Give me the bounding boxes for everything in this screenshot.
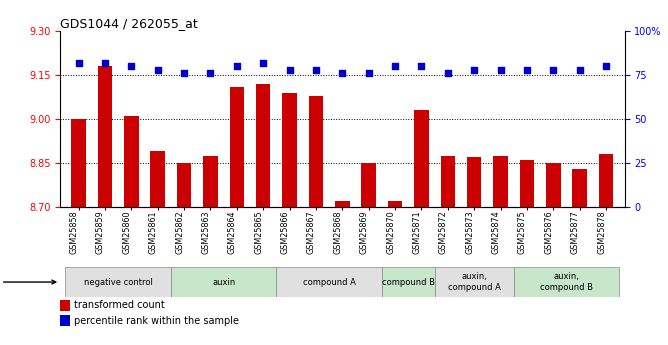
Point: [416, 63, 427, 69]
Bar: [388, 201, 402, 207]
Text: GSM25877: GSM25877: [570, 210, 580, 254]
Text: GSM25878: GSM25878: [597, 210, 606, 254]
Point: [258, 60, 269, 66]
Bar: [171, 267, 277, 297]
Text: negative control: negative control: [84, 277, 152, 287]
Text: GSM25875: GSM25875: [518, 210, 527, 254]
Point: [548, 67, 558, 72]
Bar: [572, 169, 587, 207]
Point: [311, 67, 321, 72]
Text: GSM25874: GSM25874: [492, 210, 500, 254]
Point: [337, 70, 348, 76]
Bar: [382, 267, 435, 297]
Point: [179, 70, 190, 76]
Text: GSM25873: GSM25873: [465, 210, 474, 254]
Text: GSM25870: GSM25870: [386, 210, 395, 254]
Text: GSM25867: GSM25867: [307, 210, 316, 254]
Point: [469, 67, 480, 72]
Text: percentile rank within the sample: percentile rank within the sample: [74, 316, 239, 326]
Point: [152, 67, 163, 72]
Point: [601, 63, 611, 69]
Point: [73, 60, 84, 66]
Point: [389, 63, 400, 69]
Text: GSM25868: GSM25868: [333, 210, 343, 254]
Bar: [71, 119, 86, 207]
Bar: [441, 156, 455, 207]
Point: [232, 63, 242, 69]
Bar: [599, 154, 613, 207]
Text: GSM25864: GSM25864: [228, 210, 237, 254]
Bar: [277, 267, 382, 297]
Text: auxin,
compound A: auxin, compound A: [448, 272, 501, 292]
Text: GSM25869: GSM25869: [360, 210, 369, 254]
Text: compound A: compound A: [303, 277, 355, 287]
Text: GSM25871: GSM25871: [412, 210, 422, 254]
Bar: [546, 163, 560, 207]
Bar: [177, 163, 191, 207]
Bar: [124, 116, 138, 207]
Point: [442, 70, 453, 76]
Bar: [256, 84, 271, 207]
Point: [574, 67, 585, 72]
Bar: [520, 160, 534, 207]
Point: [363, 70, 374, 76]
Text: GSM25876: GSM25876: [544, 210, 553, 254]
Bar: [65, 267, 171, 297]
Point: [126, 63, 137, 69]
Bar: [150, 151, 165, 207]
Bar: [98, 66, 112, 207]
Text: transformed count: transformed count: [74, 300, 165, 310]
Point: [100, 60, 110, 66]
Text: GSM25858: GSM25858: [69, 210, 79, 254]
Bar: [203, 156, 218, 207]
Text: auxin,
compound B: auxin, compound B: [540, 272, 593, 292]
Bar: [283, 93, 297, 207]
Text: GSM25862: GSM25862: [175, 210, 184, 254]
Text: GDS1044 / 262055_at: GDS1044 / 262055_at: [60, 17, 198, 30]
Bar: [335, 201, 349, 207]
Text: agent: agent: [0, 277, 56, 287]
Bar: [309, 96, 323, 207]
Text: GSM25866: GSM25866: [281, 210, 290, 254]
Point: [495, 67, 506, 72]
Text: GSM25860: GSM25860: [122, 210, 132, 254]
Bar: [514, 267, 619, 297]
Bar: [467, 157, 482, 207]
Bar: [361, 163, 376, 207]
Point: [522, 67, 532, 72]
Text: auxin: auxin: [212, 277, 235, 287]
Bar: [435, 267, 514, 297]
Text: GSM25859: GSM25859: [96, 210, 105, 254]
Bar: [60, 300, 70, 310]
Text: GSM25861: GSM25861: [149, 210, 158, 254]
Bar: [414, 110, 429, 207]
Bar: [60, 315, 70, 326]
Point: [285, 67, 295, 72]
Text: GSM25863: GSM25863: [202, 210, 210, 254]
Text: compound B: compound B: [382, 277, 435, 287]
Point: [205, 70, 216, 76]
Bar: [494, 156, 508, 207]
Text: GSM25865: GSM25865: [255, 210, 263, 254]
Text: GSM25872: GSM25872: [439, 210, 448, 254]
Bar: [230, 87, 244, 207]
